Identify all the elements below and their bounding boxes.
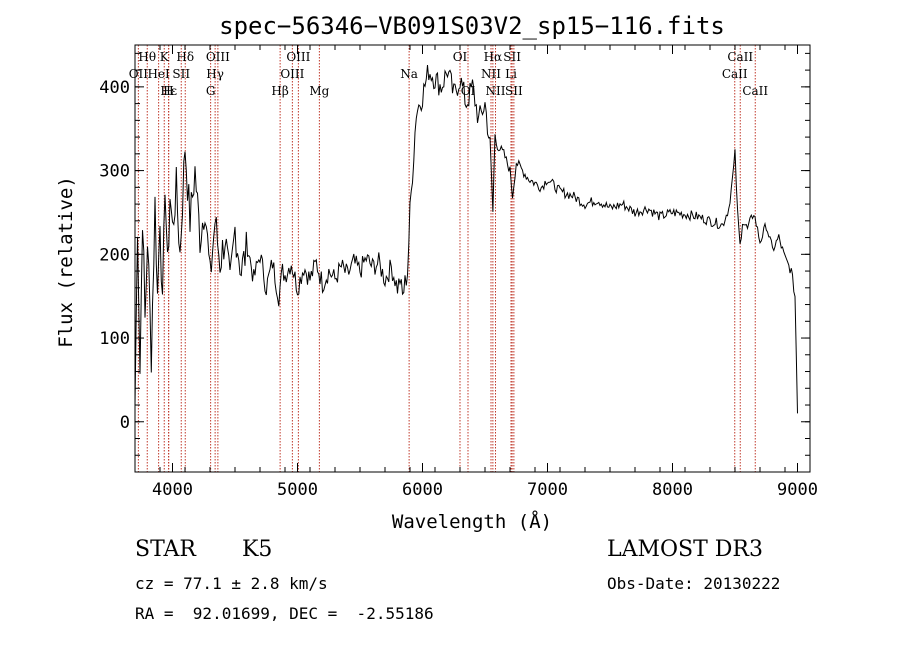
line-label: H bbox=[163, 84, 173, 98]
observation-date: Obs-Date: 20130222 bbox=[607, 574, 781, 593]
y-tick-label: 400 bbox=[99, 78, 130, 98]
x-tick-label: 7000 bbox=[527, 480, 568, 500]
object-subclass: K5 bbox=[242, 537, 273, 562]
x-tick-label: 4000 bbox=[152, 480, 193, 500]
line-label: Na bbox=[400, 67, 418, 81]
line-label: Hγ bbox=[206, 67, 224, 81]
y-tick-label: 300 bbox=[99, 162, 130, 182]
y-tick-label: 200 bbox=[99, 245, 130, 265]
line-label: Hδ bbox=[176, 50, 194, 64]
x-axis-label: Wavelength (Å) bbox=[392, 510, 552, 533]
line-label: Hθ bbox=[138, 50, 156, 64]
axis-ticks: 4000 5000 6000 7000 8000 9000 0 100 200 300 400 bbox=[99, 45, 818, 500]
spectrum-line bbox=[134, 65, 798, 414]
line-label: OIII bbox=[206, 50, 230, 64]
x-tick-label: 5000 bbox=[277, 480, 318, 500]
line-label: OII bbox=[129, 67, 149, 81]
line-label: Hα bbox=[484, 50, 503, 64]
y-tick-label: 100 bbox=[99, 329, 130, 349]
line-label: CaII bbox=[722, 67, 748, 81]
x-tick-label: 6000 bbox=[402, 480, 443, 500]
line-label: Hε bbox=[160, 84, 177, 98]
line-label: K bbox=[160, 50, 170, 64]
survey-name: LAMOST DR3 bbox=[607, 537, 763, 562]
x-tick-label: 8000 bbox=[652, 480, 693, 500]
line-label: CaII bbox=[727, 50, 753, 64]
line-label: OIII bbox=[280, 67, 304, 81]
y-tick-label: 0 bbox=[120, 413, 130, 433]
line-label: NII bbox=[481, 67, 501, 81]
line-label: OI bbox=[453, 50, 468, 64]
spectrum-series bbox=[134, 65, 798, 414]
line-label: CaII bbox=[742, 84, 768, 98]
line-label: SII bbox=[172, 67, 190, 81]
line-label: SII bbox=[503, 50, 521, 64]
line-label: NII bbox=[486, 84, 506, 98]
line-label: Mg bbox=[309, 84, 329, 98]
line-label: SII bbox=[505, 84, 523, 98]
redshift-cz: cz = 77.1 ± 2.8 km/s bbox=[135, 574, 328, 593]
line-label: OIII bbox=[286, 50, 310, 64]
line-label: Hβ bbox=[271, 84, 288, 98]
line-label: G bbox=[206, 84, 216, 98]
x-tick-label: 9000 bbox=[777, 480, 818, 500]
plot-frame bbox=[134, 44, 811, 473]
ra-dec: RA = 92.01699, DEC = -2.55186 bbox=[135, 604, 434, 623]
line-label: HeI bbox=[147, 67, 170, 81]
y-axis-label: Flux (relative) bbox=[55, 176, 77, 348]
chart-title: spec−56346−VB091S03V2_sp15−116.fits bbox=[219, 12, 725, 40]
line-label: Li bbox=[505, 67, 517, 81]
object-class: STAR bbox=[135, 537, 196, 562]
